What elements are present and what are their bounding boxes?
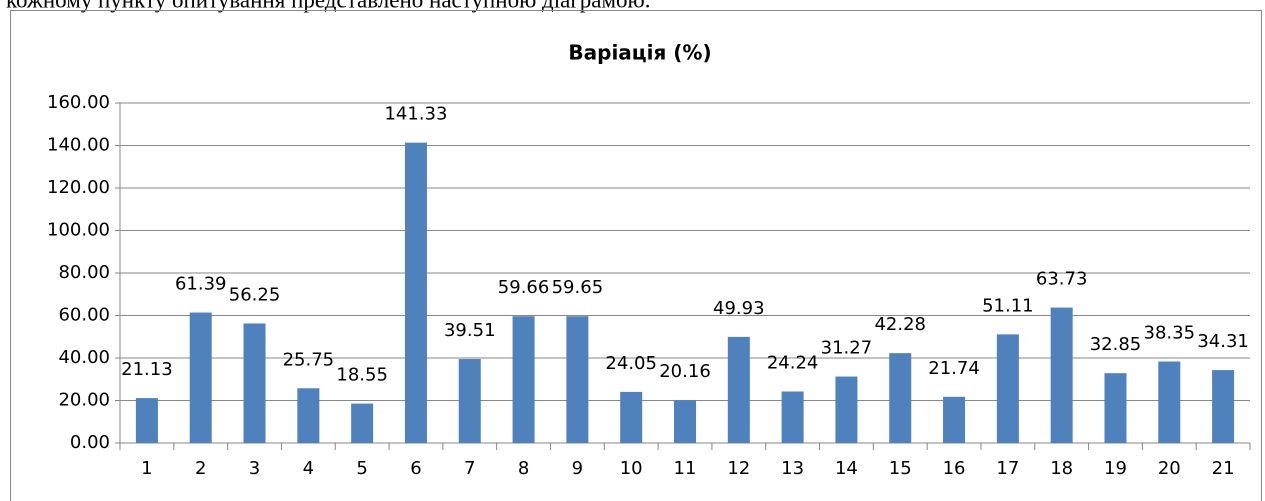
data-label: 56.25 (229, 284, 281, 305)
x-tick-label: 17 (996, 458, 1019, 479)
bar (404, 142, 427, 443)
bar (781, 391, 804, 443)
bar (243, 323, 266, 443)
bar (458, 359, 481, 443)
y-tick-label: 120.00 (47, 177, 110, 198)
x-tick-label: 12 (727, 458, 750, 479)
bar (996, 334, 1019, 443)
x-tick-label: 10 (620, 458, 643, 479)
bar (189, 312, 212, 443)
bar (512, 316, 535, 443)
bar (135, 398, 158, 443)
x-tick-label: 14 (835, 458, 858, 479)
x-tick-label: 11 (674, 458, 697, 479)
y-tick-label: 100.00 (47, 220, 110, 241)
data-label: 63.73 (1036, 269, 1088, 290)
y-tick-label: 40.00 (58, 347, 110, 368)
bar (1050, 307, 1073, 443)
data-label: 25.75 (283, 349, 335, 370)
data-label: 59.65 (552, 277, 604, 298)
bar (674, 400, 696, 443)
y-tick-label: 80.00 (58, 262, 110, 283)
chart-frame (10, 10, 1262, 501)
bar (943, 396, 966, 443)
bar (566, 316, 589, 443)
bar (835, 376, 858, 443)
data-label: 42.28 (874, 314, 926, 335)
x-tick-label: 16 (943, 458, 966, 479)
bar (1158, 361, 1181, 443)
x-tick-label: 18 (1050, 458, 1073, 479)
y-tick-label: 0.00 (70, 432, 110, 453)
data-label: 20.16 (659, 361, 711, 382)
x-tick-label: 2 (195, 458, 206, 479)
data-label: 31.27 (821, 338, 873, 359)
data-label: 21.74 (928, 358, 980, 379)
document-text: кожному пункту опитування представлено н… (6, 0, 650, 12)
x-tick-label: 1 (141, 458, 152, 479)
data-label: 51.11 (982, 295, 1034, 316)
bar (727, 336, 750, 443)
bar (351, 403, 374, 443)
x-tick-label: 6 (410, 458, 421, 479)
x-tick-label: 7 (464, 458, 475, 479)
x-tick-label: 5 (356, 458, 367, 479)
x-tick-label: 19 (1104, 458, 1127, 479)
x-tick-label: 4 (303, 458, 314, 479)
x-tick-label: 20 (1158, 458, 1181, 479)
data-label: 141.33 (384, 104, 447, 125)
data-label: 34.31 (1197, 331, 1249, 352)
data-label: 18.55 (336, 365, 388, 386)
data-label: 21.13 (121, 359, 173, 380)
data-label: 49.93 (713, 298, 765, 319)
x-tick-label: 13 (781, 458, 804, 479)
x-tick-label: 15 (889, 458, 912, 479)
data-label: 61.39 (175, 274, 227, 295)
data-label: 32.85 (1090, 334, 1142, 355)
data-label: 59.66 (498, 277, 550, 298)
x-tick-label: 9 (572, 458, 583, 479)
bar (620, 391, 643, 443)
bar (1212, 370, 1235, 443)
x-tick-label: 21 (1212, 458, 1235, 479)
y-tick-label: 60.00 (58, 305, 110, 326)
y-tick-label: 140.00 (47, 135, 110, 156)
chart-title: Варіація (%) (568, 41, 711, 65)
data-label: 39.51 (444, 320, 496, 341)
x-tick-label: 8 (518, 458, 529, 479)
data-label: 24.05 (605, 353, 657, 374)
y-tick-label: 20.00 (58, 390, 110, 411)
data-label: 38.35 (1144, 323, 1196, 344)
bar (297, 388, 320, 443)
data-label: 24.24 (767, 352, 819, 373)
bar (889, 353, 912, 443)
bar (1104, 373, 1127, 443)
y-tick-label: 160.00 (47, 92, 110, 113)
x-tick-label: 3 (249, 458, 260, 479)
